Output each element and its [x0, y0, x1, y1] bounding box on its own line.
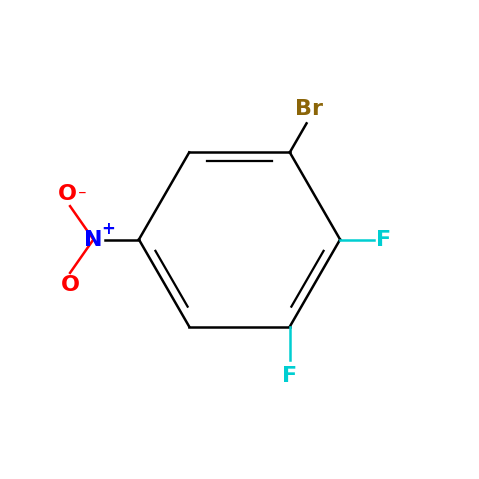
Text: +: + [101, 220, 114, 238]
Text: F: F [282, 366, 297, 386]
Text: ⁻: ⁻ [78, 187, 86, 205]
Text: O: O [58, 184, 77, 204]
Text: N: N [84, 229, 103, 250]
Text: F: F [376, 229, 391, 250]
Text: Br: Br [295, 99, 323, 119]
Text: O: O [60, 275, 80, 295]
